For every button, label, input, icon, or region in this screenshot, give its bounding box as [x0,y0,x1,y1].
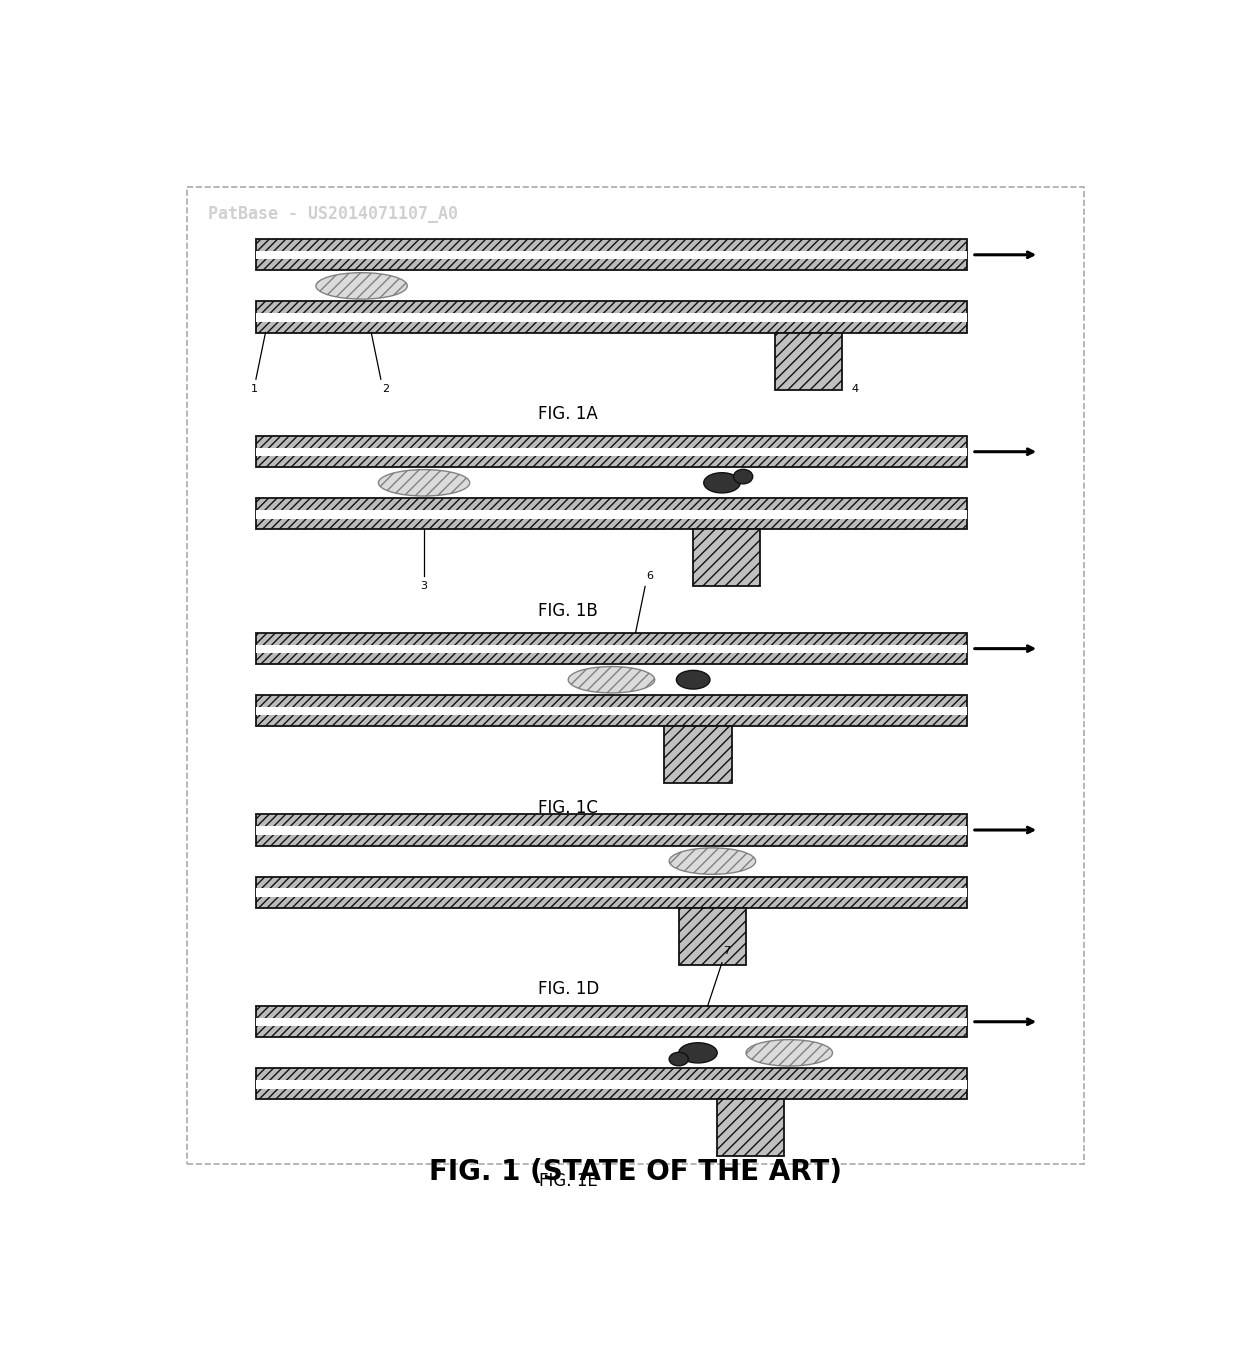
Bar [255,645,967,653]
Ellipse shape [734,470,753,483]
Bar [255,707,967,716]
Bar [255,633,967,664]
Bar [255,302,967,332]
Bar [717,1100,785,1156]
Ellipse shape [676,670,711,689]
Text: PatBase - US2014071107_A0: PatBase - US2014071107_A0 [208,205,458,223]
Bar [255,448,967,456]
Bar [255,696,967,727]
Bar [255,312,967,322]
Bar [665,727,732,783]
Text: FIG. 1E: FIG. 1E [539,1172,598,1190]
Text: FIG. 1A: FIG. 1A [538,405,598,423]
Bar [775,332,842,389]
Text: FIG. 1B: FIG. 1B [538,602,598,621]
Ellipse shape [316,273,407,299]
Bar [255,436,967,467]
Ellipse shape [670,848,755,875]
Bar [255,240,967,271]
Ellipse shape [704,472,740,493]
Bar [255,510,967,518]
Text: 3: 3 [420,581,428,591]
Ellipse shape [568,666,655,693]
Bar [255,498,967,529]
Bar [255,876,967,907]
Bar [255,250,967,260]
Bar [255,826,967,835]
Text: FIG. 1C: FIG. 1C [538,800,598,817]
Text: 4: 4 [852,385,859,394]
Bar [255,1069,967,1100]
Text: 2: 2 [382,385,389,394]
Bar [255,1007,967,1038]
Text: 6: 6 [646,571,653,581]
Ellipse shape [378,470,470,497]
Bar [255,1079,967,1089]
Text: 1: 1 [250,385,258,394]
Bar [255,814,967,845]
Bar [255,1018,967,1027]
Bar [678,907,746,965]
Ellipse shape [670,1053,688,1066]
Bar [693,529,760,587]
Ellipse shape [678,1043,717,1063]
Bar [255,888,967,896]
Text: FIG. 1D: FIG. 1D [538,980,599,999]
Ellipse shape [746,1039,832,1066]
Text: FIG. 1 (STATE OF THE ART): FIG. 1 (STATE OF THE ART) [429,1158,842,1186]
Text: 7: 7 [723,946,730,957]
